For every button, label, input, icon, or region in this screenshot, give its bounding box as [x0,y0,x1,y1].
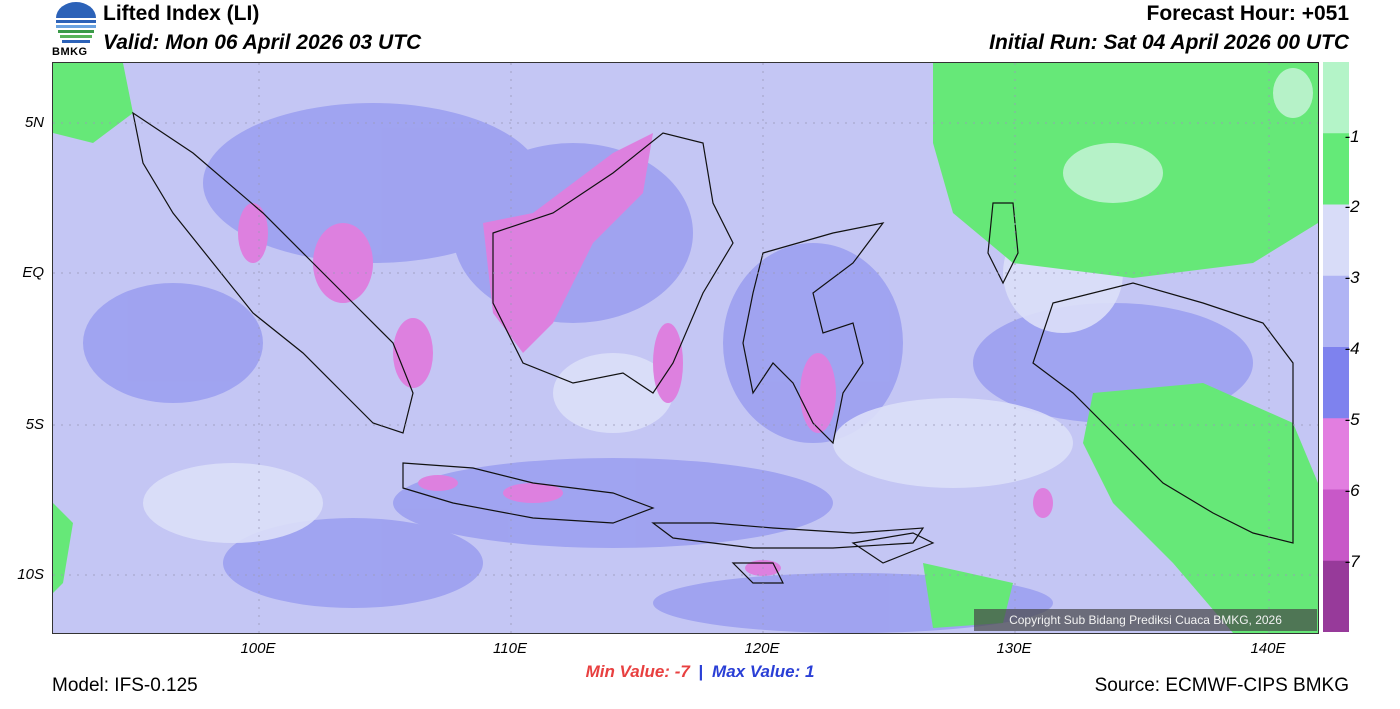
very-unstable-zones [238,133,1053,576]
initial-run: Initial Run: Sat 04 April 2026 00 UTC [989,31,1349,54]
java-outline [402,462,655,524]
lon-label-130e: 130E [996,640,1032,657]
halmahera-outline [987,202,1019,285]
colorbar-segment [1323,62,1349,134]
colorbar-label-minus3: -3 [1344,268,1360,287]
copyright-notice: Copyright Sub Bidang Prediksi Cuaca BMKG… [974,609,1317,631]
lon-label-120e: 120E [744,640,780,657]
sumba-outline [731,562,784,584]
min-value: -7 [674,662,690,681]
max-value: 1 [804,662,815,681]
colorbar [1323,62,1349,633]
separator: | [698,662,704,681]
max-label: Max Value: [712,662,801,681]
forecast-hour: Forecast Hour: +051 [1146,2,1350,25]
graticule [53,63,1318,633]
timor-outline [851,532,935,564]
colorbar-segment [1323,489,1349,562]
colorbar-label-minus6: -6 [1344,481,1360,500]
model-info: Model: IFS-0.125 [52,675,198,696]
colorbar-label-minus5: -5 [1344,410,1360,429]
min-label: Min Value: [585,662,670,681]
colorbar-segment [1323,133,1349,205]
valid-time: Valid: Mon 06 April 2026 03 UTC [103,31,422,54]
colorbar-label-minus7: -7 [1344,552,1360,571]
coastlines [132,111,1294,584]
logo-text: BMKG [52,46,88,58]
lat-label-10s: 10S [17,566,44,583]
lon-label-100e: 100E [240,640,276,657]
chart-title: Lifted Index (LI) [103,2,260,25]
colorbar-label-minus2: -2 [1344,197,1360,216]
lon-label-110e: 110E [493,640,527,657]
bmkg-logo [52,2,100,58]
colorbar-segment [1323,418,1349,490]
sulawesi-outline [742,222,885,445]
min-max-values: Min Value: -7 | Max Value: 1 [0,662,1400,682]
lon-label-140e: 140E [1250,640,1286,657]
colorbar-label-minus1: -1 [1344,127,1360,146]
papua-outline [1032,282,1294,544]
colorbar-segment [1323,204,1349,277]
colorbar-segment [1323,275,1349,348]
source-info: Source: ECMWF-CIPS BMKG [1094,675,1349,696]
lat-label-5n: 5N [24,114,44,131]
lifted-index-map [52,62,1319,634]
borneo-outline [492,132,734,394]
very-stable-zones [1063,68,1313,203]
lat-label-5s: 5S [25,416,44,433]
colorbar-segment [1323,560,1349,633]
unstable-zones [83,103,1253,633]
lat-label-eq: EQ [22,264,44,281]
sumatra-outline [132,111,414,434]
colorbar-label-minus4: -4 [1344,339,1360,358]
colorbar-segment [1323,347,1349,419]
